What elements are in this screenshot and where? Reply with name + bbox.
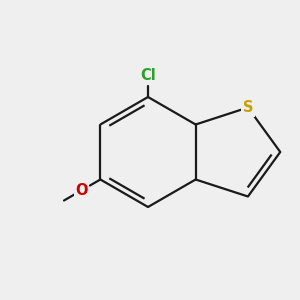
Text: O: O bbox=[75, 183, 88, 198]
Text: S: S bbox=[243, 100, 253, 115]
Text: Cl: Cl bbox=[140, 68, 156, 82]
